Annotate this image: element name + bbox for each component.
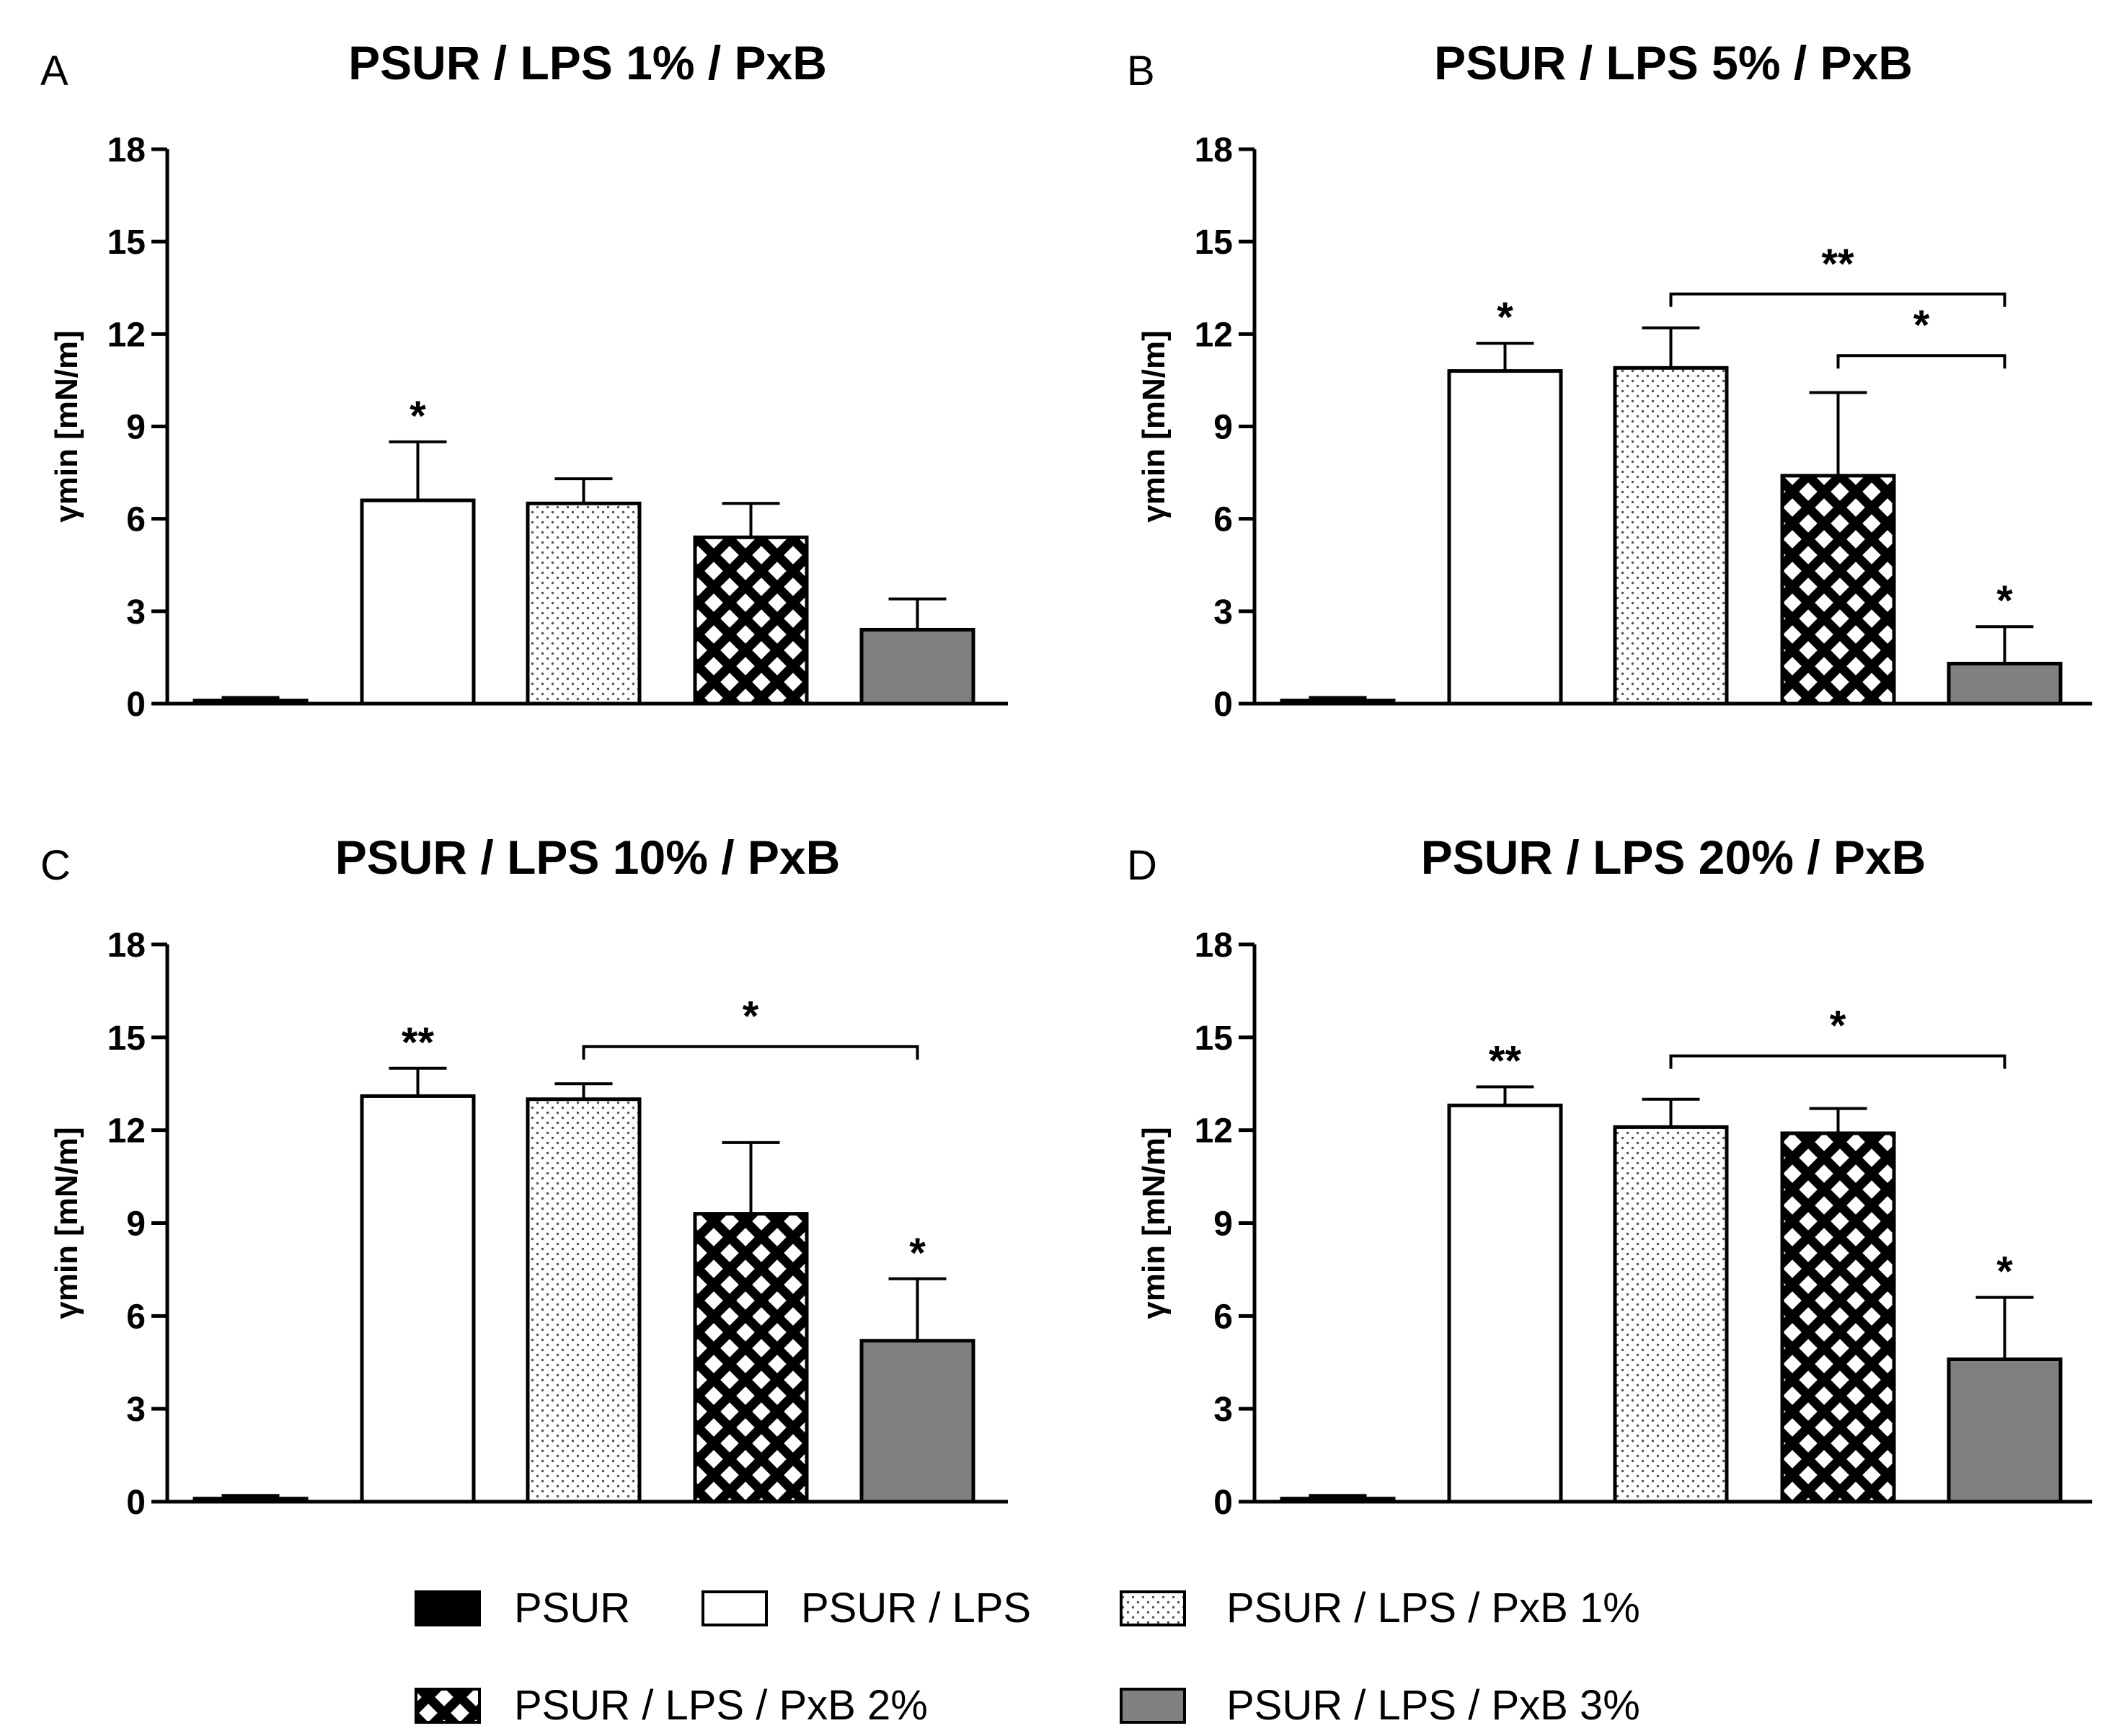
y-tick-label: 15 <box>1195 223 1233 262</box>
significance-psur-lps-pxb-3: * <box>909 1230 926 1277</box>
bar-psur <box>192 1497 309 1504</box>
y-axis-label: γmin [mN/m] <box>49 330 84 522</box>
legend-item-pxb-2: PSUR / LPS / PxB 2% <box>415 1682 928 1729</box>
bar-psur-lps-pxb-1 <box>1613 366 1729 706</box>
y-tick-label: 18 <box>1195 131 1233 169</box>
bar-psur-lps-pxb-2 <box>1780 1131 1896 1504</box>
legend-swatch-pxb-1 <box>1120 1590 1186 1626</box>
legend: PSUR PSUR / LPS PSUR / LPS / PxB 1% PSUR… <box>415 1585 1640 1729</box>
legend-swatch-pxb-2 <box>415 1688 481 1724</box>
panel-letter: D <box>1127 842 1157 889</box>
y-tick-label: 12 <box>107 316 146 354</box>
y-tick-label: 0 <box>1213 686 1233 724</box>
panel-c: C PSUR / LPS 10% / PxB γmin [mN/m] 0 3 6 9 12 15… <box>40 831 1008 1522</box>
panel-d: D PSUR / LPS 20% / PxB γmin [mN/m] 0 3 6 9 12 15… <box>1127 831 2092 1522</box>
significance-psur-lps: ** <box>402 1019 435 1066</box>
panel-title: PSUR / LPS 20% / PxB <box>1421 831 1926 884</box>
comparison-label: * <box>1830 1003 1846 1050</box>
significance-psur-lps: * <box>1497 294 1513 341</box>
panel-letter: A <box>40 48 68 94</box>
y-tick-label: 3 <box>126 593 146 632</box>
y-tick-label: 15 <box>107 1019 146 1058</box>
y-tick-label: 18 <box>107 926 146 965</box>
comparison-bracket <box>1669 292 2006 307</box>
legend-item-psur: PSUR <box>415 1585 630 1631</box>
comparison-bracket <box>1669 1054 2006 1069</box>
significance-psur-lps-pxb-3: * <box>1996 1249 2013 1296</box>
bar-psur-lps-pxb-3 <box>859 627 975 706</box>
y-tick-label: 6 <box>1213 501 1233 539</box>
legend-item-pxb-1: PSUR / LPS / PxB 1% <box>1120 1585 1640 1631</box>
y-tick-label: 12 <box>107 1112 146 1151</box>
comparison-bracket <box>1836 354 2006 369</box>
legend-swatch-psur <box>415 1590 481 1626</box>
y-tick-label: 9 <box>126 1205 146 1244</box>
y-tick-label: 12 <box>1195 1112 1233 1151</box>
y-tick-label: 12 <box>1195 316 1233 354</box>
significance-psur-lps: ** <box>1489 1038 1522 1085</box>
bar-psur-lps-pxb-2 <box>693 535 809 706</box>
legend-label-psur: PSUR <box>514 1585 630 1631</box>
bar-psur-lps-pxb-1 <box>1613 1125 1729 1504</box>
y-tick-label: 15 <box>1195 1019 1233 1058</box>
y-tick-label: 9 <box>1213 409 1233 447</box>
bar-psur <box>1280 699 1396 706</box>
y-tick-label: 6 <box>126 1298 146 1336</box>
bar-psur-lps-pxb-3 <box>1947 1357 2063 1504</box>
bar-psur-lps <box>1447 1103 1563 1504</box>
y-tick-label: 0 <box>126 1484 146 1522</box>
y-tick-label: 3 <box>1213 593 1233 632</box>
bar-psur <box>192 699 309 706</box>
comparison-bracket <box>582 1045 919 1060</box>
bar-psur-lps-pxb-1 <box>526 1097 642 1504</box>
y-axis-label: γmin [mN/m] <box>49 1127 84 1319</box>
panel-letter: C <box>40 842 71 889</box>
y-tick-label: 6 <box>1213 1298 1233 1336</box>
y-axis-label: γmin [mN/m] <box>1136 1127 1172 1319</box>
y-tick-label: 0 <box>126 686 146 724</box>
legend-item-psur-lps: PSUR / LPS <box>702 1585 1031 1631</box>
y-tick-label: 18 <box>107 131 146 169</box>
legend-swatch-pxb-3 <box>1120 1688 1186 1724</box>
comparison-label: * <box>743 993 759 1040</box>
y-tick-label: 15 <box>107 223 146 262</box>
panel-title: PSUR / LPS 5% / PxB <box>1434 36 1913 89</box>
significance-psur-lps: * <box>410 393 426 440</box>
legend-label-pxb-1: PSUR / LPS / PxB 1% <box>1226 1585 1640 1631</box>
comparison-label: * <box>1913 302 1930 349</box>
y-tick-label: 3 <box>126 1391 146 1429</box>
bar-psur-lps-pxb-2 <box>1780 474 1896 706</box>
bar-psur-lps-pxb-3 <box>859 1339 975 1504</box>
bar-psur-lps <box>1447 369 1563 706</box>
bar-psur-lps <box>360 498 476 706</box>
y-axis-label: γmin [mN/m] <box>1136 330 1172 522</box>
y-tick-label: 6 <box>126 501 146 539</box>
comparison-label: ** <box>1821 241 1854 288</box>
panel-title: PSUR / LPS 10% / PxB <box>335 831 841 884</box>
legend-label-pxb-2: PSUR / LPS / PxB 2% <box>514 1682 928 1729</box>
panel-title: PSUR / LPS 1% / PxB <box>348 36 827 89</box>
bar-psur-lps-pxb-2 <box>693 1212 809 1504</box>
y-tick-label: 0 <box>1213 1484 1233 1522</box>
panel-letter: B <box>1127 48 1155 94</box>
panel-b: B PSUR / LPS 5% / PxB γmin [mN/m] 0 3 6 9 12 15 1… <box>1127 36 2092 724</box>
y-tick-label: 3 <box>1213 1391 1233 1429</box>
bar-psur <box>1280 1497 1396 1504</box>
legend-swatch-psur-lps <box>702 1590 768 1626</box>
y-tick-label: 9 <box>126 409 146 447</box>
significance-psur-lps-pxb-3: * <box>1996 577 2013 624</box>
legend-label-psur-lps: PSUR / LPS <box>801 1585 1031 1631</box>
bar-psur-lps-pxb-1 <box>526 501 642 706</box>
legend-label-pxb-3: PSUR / LPS / PxB 3% <box>1226 1682 1640 1729</box>
panel-a: A PSUR / LPS 1% / PxB γmin [mN/m] 0 3 6 9 12 15 1… <box>40 36 1008 724</box>
y-tick-label: 18 <box>1195 926 1233 965</box>
y-tick-label: 9 <box>1213 1205 1233 1244</box>
bar-psur-lps-pxb-3 <box>1947 661 2063 706</box>
bar-psur-lps <box>360 1094 476 1504</box>
legend-item-pxb-3: PSUR / LPS / PxB 3% <box>1120 1682 1640 1729</box>
